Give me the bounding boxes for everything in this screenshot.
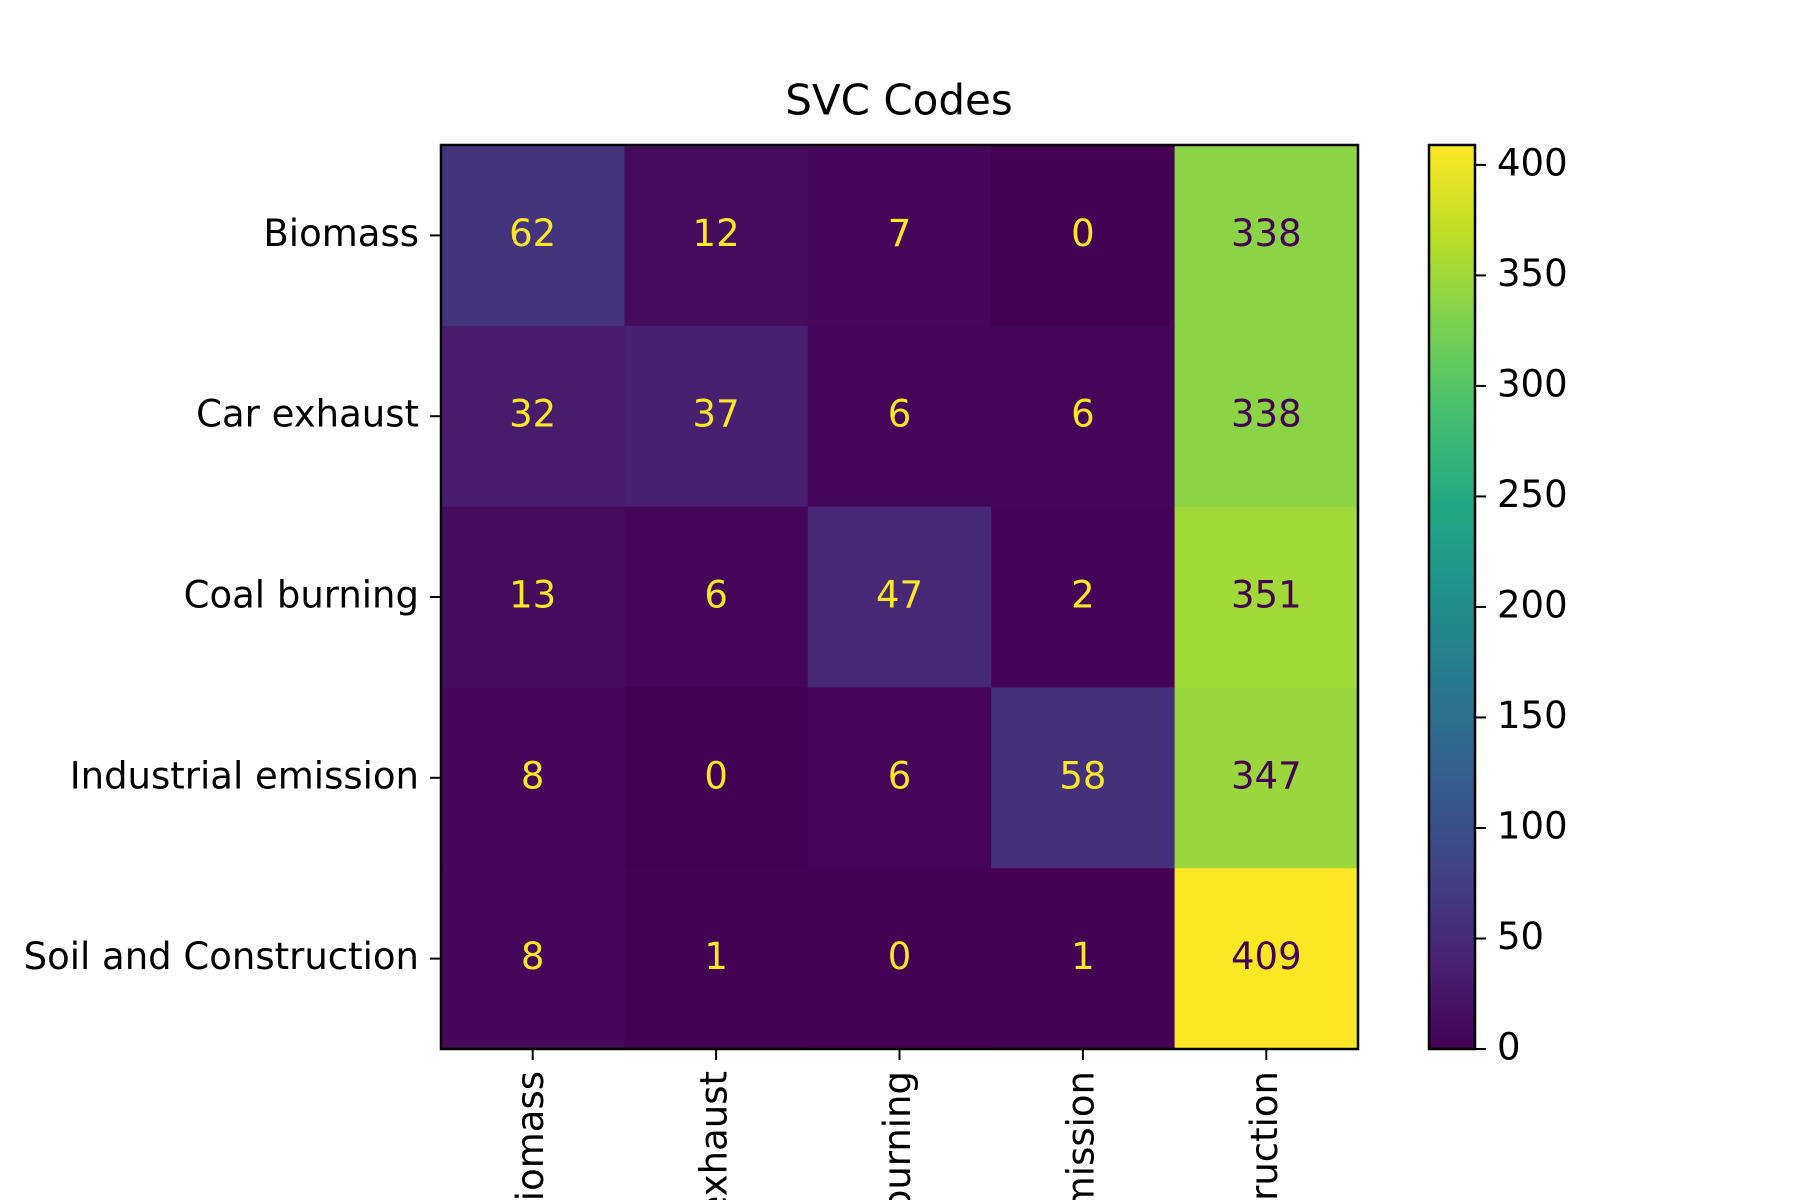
heatmap-cell [441,325,625,508]
cell-label: 2 [1071,574,1095,617]
chart-title: SVC Codes [785,76,1012,125]
heatmap-cell [624,687,809,869]
heatmap-cell [441,506,625,688]
cell-label: 8 [521,754,545,797]
cell-label: 0 [888,935,912,978]
colorbar-tick-label: 350 [1497,252,1568,295]
x-tick-label: Car exhaust [693,1071,736,1200]
x-tick-label: Biomass [509,1071,552,1200]
x-tick-label: Soil and Construction [1243,1071,1286,1200]
heatmap-cell [991,145,1176,327]
heatmap-cell [441,687,625,869]
heatmap-cell [441,145,625,327]
heatmap-cell [807,868,992,1050]
cell-label: 0 [704,754,728,797]
cell-label: 338 [1231,212,1302,255]
cell-label: 338 [1231,393,1302,436]
cell-label: 0 [1071,212,1095,255]
heatmap-cell [991,506,1176,688]
cell-label: 8 [521,935,545,978]
cell-label: 347 [1231,754,1302,797]
y-tick-label: Car exhaust [196,393,419,436]
heatmap-cell [1174,325,1359,508]
cell-label: 6 [888,393,912,436]
cell-label: 409 [1231,935,1302,978]
colorbar-tick-label: 50 [1497,915,1544,958]
colorbar-tick-label: 400 [1497,141,1568,184]
colorbar-tick-label: 300 [1497,362,1568,405]
cell-label: 13 [509,574,556,617]
colorbar-tick-label: 150 [1497,694,1568,737]
heatmap-cell [1174,868,1359,1050]
heatmap-cell [807,506,992,688]
cell-label: 58 [1059,754,1106,797]
x-tick-label: Industrial emission [1059,1071,1102,1200]
cell-label: 351 [1231,574,1302,617]
y-tick-label: Soil and Construction [24,935,419,978]
y-tick-label: Coal burning [184,574,419,617]
y-tick-label: Biomass [263,212,419,255]
heatmap-cell [1174,506,1359,688]
cell-label: 12 [693,212,740,255]
cell-label: 37 [693,393,740,436]
colorbar-tick-label: 100 [1497,804,1568,847]
colorbar-tick-label: 200 [1497,583,1568,626]
colorbar-tick-label: 250 [1497,473,1568,516]
heatmap-cell [991,687,1176,869]
heatmap-cell [807,325,992,508]
cell-label: 7 [888,212,912,255]
cell-label: 1 [704,935,728,978]
heatmap-cell [441,868,625,1050]
cell-label: 62 [509,212,556,255]
cell-label: 1 [1071,935,1095,978]
heatmap-cell [991,868,1176,1050]
cell-label: 6 [888,754,912,797]
heatmap-cell [624,506,809,688]
heatmap-cell [991,325,1176,508]
heatmap-cell [1174,145,1359,327]
cell-label: 6 [704,574,728,617]
cell-label: 6 [1071,393,1095,436]
colorbar [1427,143,1477,1051]
heatmap-cell [624,145,809,327]
heatmap-cell [624,325,809,508]
x-tick-label: Coal burning [876,1071,919,1200]
y-tick-label: Industrial emission [70,754,419,797]
heatmap-cell [624,868,809,1050]
cell-label: 32 [509,393,556,436]
colorbar-tick-label: 0 [1497,1026,1521,1069]
heatmap-cell [807,687,992,869]
cell-label: 47 [876,574,923,617]
heatmap-cell [1174,687,1359,869]
heatmap-cell [807,145,992,327]
